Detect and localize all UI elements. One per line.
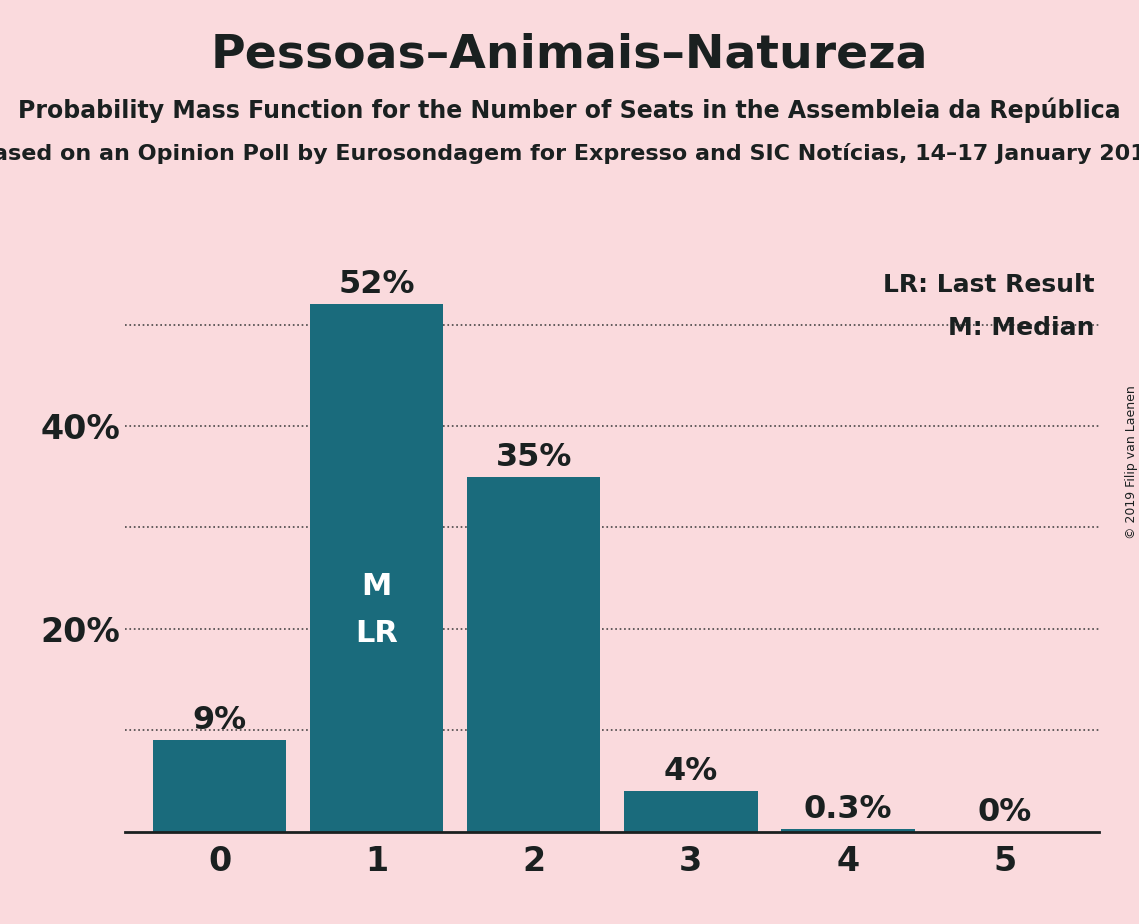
Text: 35%: 35% — [495, 442, 572, 473]
Text: 0%: 0% — [977, 796, 1032, 828]
Text: Probability Mass Function for the Number of Seats in the Assembleia da República: Probability Mass Function for the Number… — [18, 97, 1121, 123]
Text: 0.3%: 0.3% — [804, 794, 892, 824]
Text: 4%: 4% — [664, 756, 718, 787]
Text: Pessoas–Animais–Natureza: Pessoas–Animais–Natureza — [211, 32, 928, 78]
Text: © 2019 Filip van Laenen: © 2019 Filip van Laenen — [1124, 385, 1138, 539]
Text: LR: Last Result
M: Median: LR: Last Result M: Median — [883, 274, 1095, 340]
Bar — [153, 740, 286, 832]
Text: M
LR: M LR — [355, 572, 398, 649]
Text: 52%: 52% — [338, 269, 415, 300]
Bar — [624, 791, 757, 832]
Text: ased on an Opinion Poll by Eurosondagem for Expresso and SIC Notícias, 14–17 Jan: ased on an Opinion Poll by Eurosondagem … — [0, 143, 1139, 164]
Text: 9%: 9% — [192, 705, 247, 736]
Bar — [781, 829, 915, 832]
Bar — [310, 304, 443, 832]
Bar — [467, 477, 600, 832]
